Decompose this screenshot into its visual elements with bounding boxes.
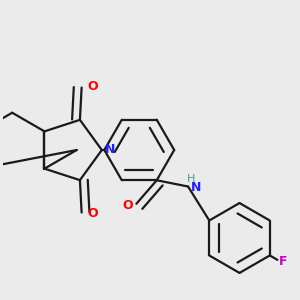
Text: O: O <box>87 207 98 220</box>
Text: N: N <box>105 143 115 157</box>
Text: F: F <box>279 255 287 268</box>
Text: H: H <box>187 174 195 184</box>
Text: O: O <box>87 80 98 93</box>
Text: O: O <box>122 199 133 212</box>
Text: N: N <box>190 181 201 194</box>
